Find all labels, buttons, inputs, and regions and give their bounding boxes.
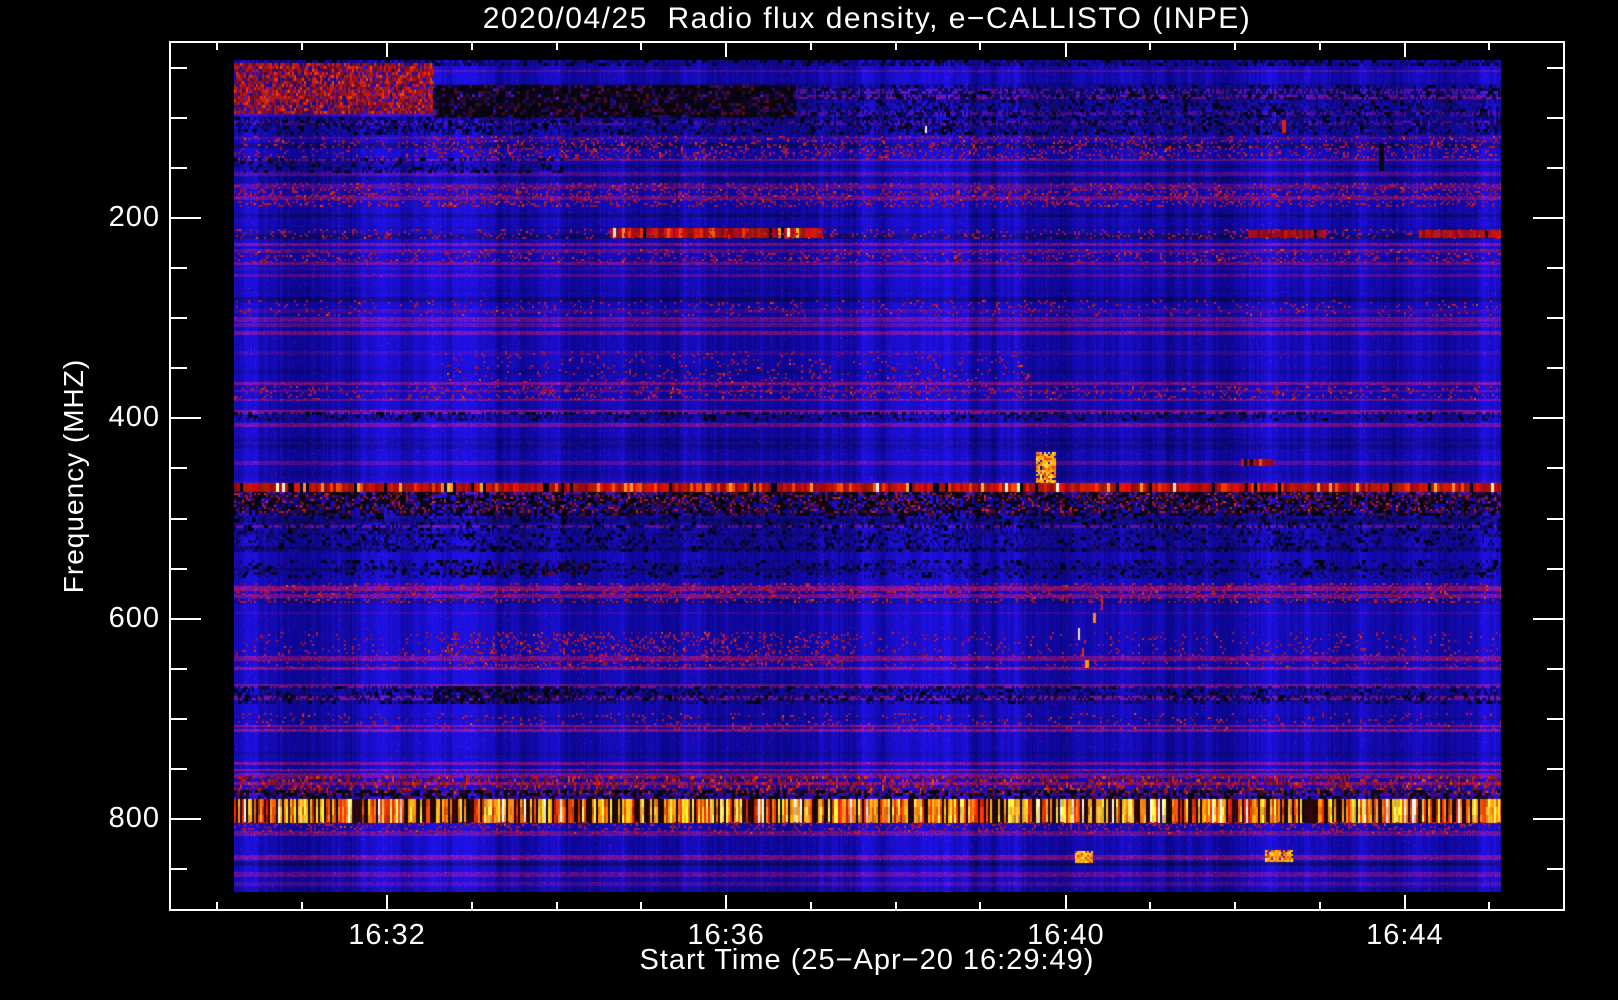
tick-mark — [894, 902, 897, 909]
tick-mark — [171, 267, 187, 270]
tick-mark — [171, 467, 187, 470]
tick-mark — [171, 217, 201, 220]
tick-mark — [301, 902, 304, 909]
tick-mark — [1547, 367, 1563, 370]
tick-mark — [386, 895, 389, 909]
tick-mark — [555, 43, 558, 50]
tick-mark — [1403, 895, 1406, 909]
tick-mark — [171, 567, 187, 570]
tick-mark — [809, 902, 812, 909]
tick-mark — [216, 902, 219, 909]
y-tick-label: 400 — [108, 401, 160, 434]
tick-mark — [171, 417, 201, 420]
tick-mark — [470, 902, 473, 909]
tick-mark — [894, 43, 897, 50]
tick-mark — [640, 43, 643, 50]
tick-mark — [1488, 902, 1491, 909]
tick-mark — [171, 867, 187, 870]
tick-mark — [1148, 43, 1151, 50]
x-tick-label: 16:32 — [348, 919, 426, 951]
spectrogram-canvas — [234, 60, 1501, 892]
tick-mark — [1547, 867, 1563, 870]
tick-mark — [1064, 43, 1067, 57]
tick-mark — [1547, 467, 1563, 470]
tick-mark — [1547, 117, 1563, 120]
tick-mark — [1547, 517, 1563, 520]
tick-mark — [301, 43, 304, 50]
tick-mark — [171, 767, 187, 770]
tick-mark — [640, 902, 643, 909]
tick-mark — [1547, 717, 1563, 720]
tick-mark — [386, 43, 389, 57]
tick-mark — [171, 167, 187, 170]
tick-mark — [1547, 267, 1563, 270]
tick-mark — [1533, 417, 1563, 420]
tick-mark — [1318, 43, 1321, 50]
tick-mark — [555, 902, 558, 909]
tick-mark — [979, 43, 982, 50]
tick-mark — [171, 667, 187, 670]
tick-mark — [1547, 567, 1563, 570]
tick-mark — [1488, 43, 1491, 50]
tick-mark — [171, 617, 201, 620]
tick-mark — [1547, 317, 1563, 320]
tick-mark — [1233, 902, 1236, 909]
tick-mark — [171, 117, 187, 120]
y-tick-label: 200 — [108, 201, 160, 234]
tick-mark — [979, 902, 982, 909]
x-tick-label: 16:40 — [1027, 919, 1105, 951]
tick-mark — [1233, 43, 1236, 50]
tick-mark — [1318, 902, 1321, 909]
tick-mark — [171, 367, 187, 370]
x-tick-label: 16:44 — [1366, 919, 1444, 951]
tick-mark — [171, 317, 187, 320]
tick-mark — [171, 817, 201, 820]
tick-mark — [1547, 667, 1563, 670]
y-axis-label: Frequency (MHZ) — [58, 358, 89, 594]
y-tick-label: 600 — [108, 601, 160, 634]
tick-mark — [1547, 67, 1563, 70]
tick-mark — [809, 43, 812, 50]
tick-mark — [171, 67, 187, 70]
tick-mark — [171, 717, 187, 720]
tick-mark — [1533, 817, 1563, 820]
y-tick-label: 800 — [108, 801, 160, 834]
tick-mark — [1547, 767, 1563, 770]
tick-mark — [1148, 902, 1151, 909]
tick-mark — [1533, 217, 1563, 220]
tick-mark — [1064, 895, 1067, 909]
x-tick-label: 16:36 — [687, 919, 765, 951]
tick-mark — [216, 43, 219, 50]
x-axis-label: Start Time (25−Apr−20 16:29:49) — [639, 944, 1095, 976]
tick-mark — [1533, 617, 1563, 620]
tick-mark — [725, 895, 728, 909]
chart-title: 2020/04/25 Radio flux density, e−CALLIST… — [482, 2, 1252, 35]
tick-mark — [725, 43, 728, 57]
tick-mark — [1547, 167, 1563, 170]
tick-mark — [470, 43, 473, 50]
tick-mark — [1403, 43, 1406, 57]
tick-mark — [171, 517, 187, 520]
